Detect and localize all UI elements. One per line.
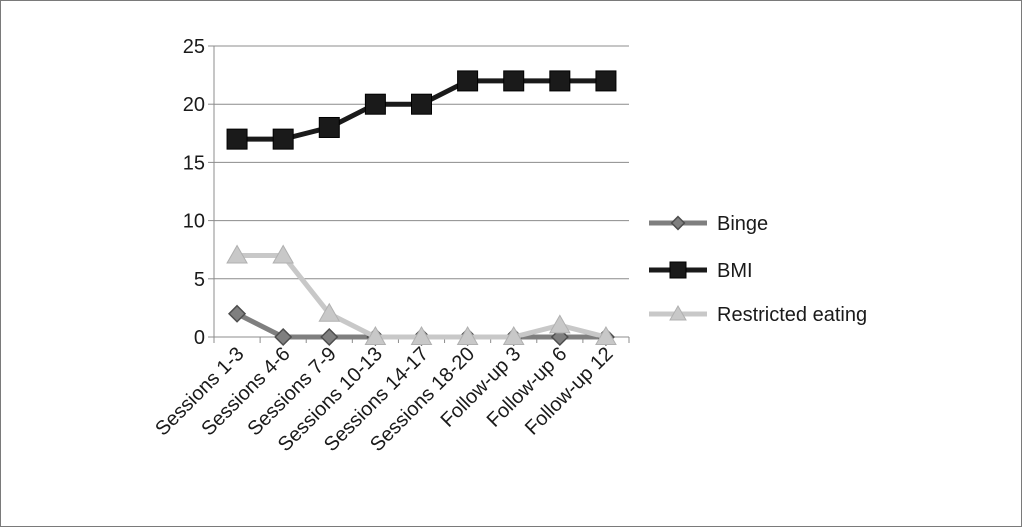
y-tick-label: 25 bbox=[183, 36, 205, 58]
legend-item-bmi: BMI bbox=[649, 260, 753, 282]
legend-item-restricted-eating: Restricted eating bbox=[649, 304, 867, 326]
data-point-restricted-eating bbox=[318, 302, 341, 322]
data-point-binge bbox=[320, 327, 339, 347]
legend-marker-bmi bbox=[669, 261, 687, 279]
series-line-restricted-eating bbox=[237, 253, 607, 340]
y-axis: 0 5 10 15 20 25 bbox=[183, 36, 215, 349]
y-tick-label: 15 bbox=[183, 152, 205, 174]
legend-label: BMI bbox=[717, 260, 753, 282]
data-point-binge bbox=[227, 304, 247, 323]
data-point-restricted-eating bbox=[502, 325, 525, 345]
data-point-bmi bbox=[272, 128, 294, 150]
data-point-restricted-eating bbox=[272, 244, 295, 264]
data-point-restricted-eating bbox=[226, 244, 248, 264]
data-point-restricted-eating bbox=[548, 314, 571, 334]
data-point-bmi bbox=[411, 93, 432, 115]
data-point-bmi bbox=[503, 70, 525, 92]
data-point-bmi bbox=[595, 70, 617, 92]
data-point-restricted-eating bbox=[364, 325, 387, 345]
legend: Binge BMI Restricted eating bbox=[649, 213, 867, 326]
data-point-bmi bbox=[226, 128, 248, 150]
legend-item-binge: Binge bbox=[649, 213, 768, 235]
data-point-bmi bbox=[457, 70, 479, 92]
data-point-binge bbox=[274, 327, 293, 347]
series-group bbox=[226, 70, 617, 347]
data-point-restricted-eating bbox=[595, 325, 617, 345]
data-point-bmi bbox=[549, 70, 571, 92]
legend-marker-binge bbox=[670, 215, 686, 231]
data-point-bmi bbox=[318, 116, 340, 138]
series-bmi bbox=[226, 70, 617, 150]
data-point-restricted-eating bbox=[456, 325, 479, 345]
data-point-bmi bbox=[364, 93, 386, 115]
y-tick-label: 5 bbox=[194, 269, 205, 291]
y-tick-label: 10 bbox=[183, 211, 205, 233]
y-tick-label: 20 bbox=[183, 94, 205, 116]
series-restricted-eating bbox=[226, 244, 617, 345]
legend-label: Restricted eating bbox=[717, 304, 867, 326]
legend-marker-restricted-eating bbox=[669, 304, 687, 321]
data-point-restricted-eating bbox=[410, 325, 433, 345]
y-tick-label: 0 bbox=[194, 327, 205, 349]
legend-label: Binge bbox=[717, 213, 768, 235]
